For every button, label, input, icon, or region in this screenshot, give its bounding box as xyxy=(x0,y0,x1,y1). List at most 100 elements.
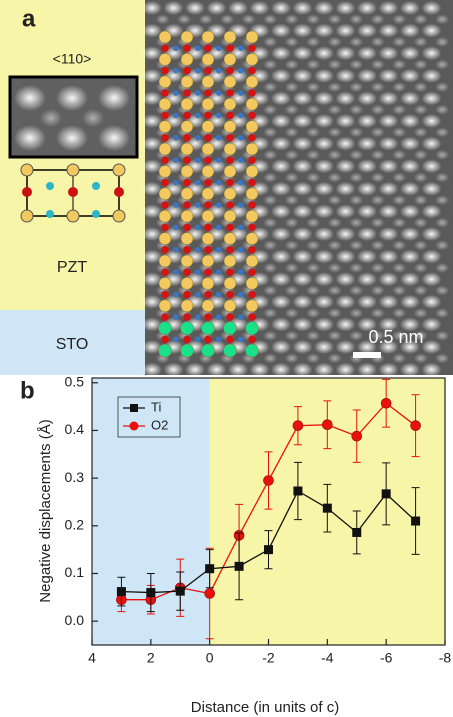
atom-column xyxy=(357,295,377,309)
atom-column xyxy=(306,353,320,363)
atom xyxy=(216,45,222,51)
atom-column xyxy=(371,173,385,183)
atom-column xyxy=(400,69,420,83)
atom-column xyxy=(371,263,385,273)
atom-column xyxy=(349,150,363,160)
atom xyxy=(181,255,193,267)
atom xyxy=(216,337,222,343)
atom xyxy=(183,246,191,254)
atom-column xyxy=(263,308,277,318)
atom-column xyxy=(400,137,420,151)
atom xyxy=(202,143,214,155)
atom xyxy=(181,277,193,289)
atom xyxy=(161,313,169,321)
atom xyxy=(202,255,214,267)
atom-column xyxy=(293,340,313,354)
atom xyxy=(173,68,179,74)
atom xyxy=(202,98,214,110)
atom xyxy=(181,188,193,200)
atom xyxy=(204,89,212,97)
atom-column xyxy=(336,137,356,151)
atom-column xyxy=(336,295,356,309)
atom xyxy=(195,225,201,231)
atom xyxy=(161,246,169,254)
atom xyxy=(181,210,193,222)
atom-column xyxy=(185,363,205,377)
atom xyxy=(226,313,234,321)
atom-column xyxy=(422,272,442,286)
atom-column xyxy=(422,227,442,241)
atom-column xyxy=(422,295,442,309)
atom-column xyxy=(293,250,313,264)
atom xyxy=(224,165,236,177)
atom-column xyxy=(293,24,313,38)
atom-column xyxy=(271,69,291,83)
atom xyxy=(195,113,201,119)
atom xyxy=(161,89,169,97)
atom-column xyxy=(285,105,299,115)
atom-column xyxy=(435,308,449,318)
atom-column xyxy=(293,272,313,286)
atom xyxy=(173,45,179,51)
atom xyxy=(159,255,171,267)
atom-column xyxy=(414,37,428,47)
atom-column xyxy=(306,37,320,47)
atom-column xyxy=(285,263,299,273)
atom xyxy=(216,314,222,320)
atom-column xyxy=(422,317,442,331)
atom xyxy=(68,187,78,197)
atom xyxy=(183,44,191,52)
atom-column xyxy=(336,204,356,218)
atom-column xyxy=(293,204,313,218)
atom xyxy=(204,112,212,120)
atom-column xyxy=(199,14,213,24)
atom xyxy=(173,90,179,96)
atom-column xyxy=(392,37,406,47)
atom-column xyxy=(271,114,291,128)
marker xyxy=(352,528,361,537)
atom xyxy=(226,89,234,97)
atom-column xyxy=(349,127,363,137)
atom-column xyxy=(271,1,291,15)
atom xyxy=(183,112,191,120)
atom-column xyxy=(306,14,320,24)
atom xyxy=(216,135,222,141)
atom xyxy=(173,202,179,208)
atom xyxy=(248,44,256,52)
atom-column xyxy=(306,286,320,296)
atom-column xyxy=(314,204,334,218)
atom-column xyxy=(371,60,385,70)
atom-column xyxy=(271,137,291,151)
atom-column xyxy=(400,272,420,286)
atom xyxy=(161,156,169,164)
atom-column xyxy=(422,363,442,377)
atom-column xyxy=(414,353,428,363)
atom xyxy=(246,31,258,43)
atom-column xyxy=(285,240,299,250)
atom-column xyxy=(349,173,363,183)
atom-column xyxy=(263,105,277,115)
atom-column xyxy=(306,60,320,70)
atom xyxy=(21,164,33,176)
atom-column xyxy=(314,91,334,105)
x-tick-label: -4 xyxy=(321,650,334,666)
x-tick-label: -6 xyxy=(380,650,393,666)
atom xyxy=(181,31,193,43)
atom-column xyxy=(242,14,256,24)
atom-column xyxy=(271,204,291,218)
atom xyxy=(224,76,236,88)
atom xyxy=(159,98,171,110)
atom-column xyxy=(314,137,334,151)
atom-column xyxy=(328,240,342,250)
atom-column xyxy=(285,218,299,228)
atom-column xyxy=(422,250,442,264)
y-tick-label: 0.3 xyxy=(65,469,85,485)
atom xyxy=(248,268,256,276)
atom-column xyxy=(56,85,88,111)
atom xyxy=(161,179,169,187)
atom xyxy=(202,233,214,245)
atom-column xyxy=(357,204,377,218)
atom xyxy=(159,210,171,222)
atom-column xyxy=(263,150,277,160)
atom-column xyxy=(357,1,377,15)
